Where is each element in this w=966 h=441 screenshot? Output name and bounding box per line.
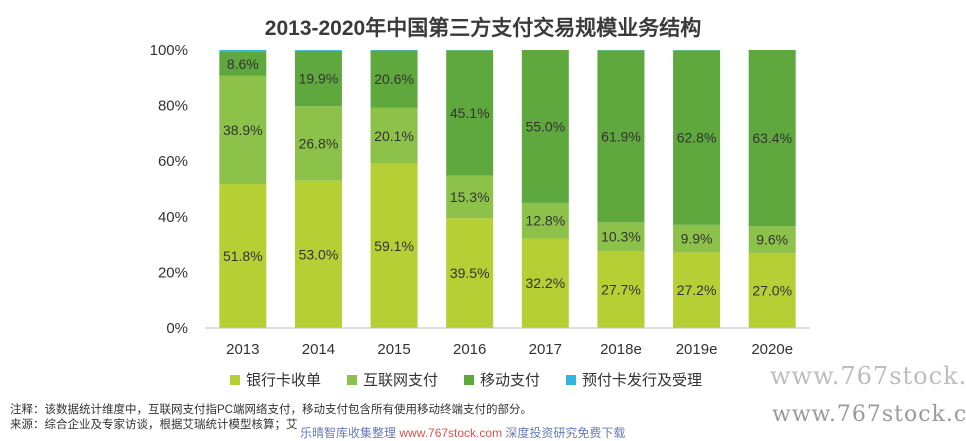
legend-swatch bbox=[230, 375, 240, 385]
x-tick-label: 2015 bbox=[377, 341, 410, 358]
data-label: 55.0% bbox=[525, 118, 565, 134]
x-tick-label: 2020e bbox=[751, 341, 793, 358]
watermark-url: www.767stock.com bbox=[399, 426, 502, 440]
data-label: 27.7% bbox=[601, 281, 641, 297]
bar-segment bbox=[295, 50, 342, 51]
y-tick-label: 60% bbox=[158, 153, 188, 170]
y-tick-label: 40% bbox=[158, 209, 188, 226]
watermark-text: 深度投资研究免费下载 bbox=[505, 426, 625, 440]
data-label: 27.0% bbox=[752, 282, 792, 298]
data-label: 20.1% bbox=[374, 128, 414, 144]
y-tick-label: 100% bbox=[150, 42, 188, 59]
y-tick-label: 80% bbox=[158, 98, 188, 115]
data-label: 62.8% bbox=[677, 130, 717, 146]
legend-label: 预付卡发行及受理 bbox=[582, 369, 702, 390]
legend-item-mobile[interactable]: 移动支付 bbox=[464, 369, 540, 390]
data-label: 59.1% bbox=[374, 238, 414, 254]
data-label: 20.6% bbox=[374, 71, 414, 87]
data-label: 45.1% bbox=[450, 105, 490, 121]
legend: 银行卡收单 互联网支付 移动支付 预付卡发行及受理 bbox=[230, 369, 702, 390]
legend-item-internet[interactable]: 互联网支付 bbox=[347, 369, 438, 390]
data-label: 51.8% bbox=[223, 248, 263, 264]
watermark: www.767stock.c bbox=[770, 362, 966, 390]
data-label: 15.3% bbox=[450, 189, 490, 205]
x-tick-label: 2017 bbox=[529, 341, 562, 358]
y-tick-label: 0% bbox=[166, 320, 188, 337]
data-label: 9.6% bbox=[756, 232, 788, 248]
data-label: 63.4% bbox=[752, 130, 792, 146]
x-tick-label: 2014 bbox=[302, 341, 335, 358]
data-label: 9.9% bbox=[681, 231, 713, 247]
x-tick-label: 2018e bbox=[600, 341, 642, 358]
legend-label: 互联网支付 bbox=[363, 369, 438, 390]
watermark-text: 乐晴智库收集整理 bbox=[300, 426, 396, 440]
data-label: 27.2% bbox=[677, 282, 717, 298]
data-label: 8.6% bbox=[227, 56, 259, 72]
legend-item-prepaid[interactable]: 预付卡发行及受理 bbox=[566, 369, 702, 390]
legend-label: 银行卡收单 bbox=[246, 369, 321, 390]
bar-segment bbox=[371, 50, 418, 51]
legend-label: 移动支付 bbox=[480, 369, 540, 390]
data-label: 38.9% bbox=[223, 122, 263, 138]
data-label: 10.3% bbox=[601, 229, 641, 245]
data-label: 32.2% bbox=[525, 275, 565, 291]
x-tick-label: 2013 bbox=[226, 341, 259, 358]
data-label: 26.8% bbox=[299, 135, 339, 151]
data-label: 61.9% bbox=[601, 128, 641, 144]
legend-swatch bbox=[566, 375, 576, 385]
legend-swatch bbox=[464, 375, 474, 385]
data-label: 39.5% bbox=[450, 265, 490, 281]
data-label: 12.8% bbox=[525, 213, 565, 229]
legend-swatch bbox=[347, 375, 357, 385]
bar-segment bbox=[219, 50, 266, 52]
x-tick-label: 2019e bbox=[676, 341, 718, 358]
legend-item-bank-card[interactable]: 银行卡收单 bbox=[230, 369, 321, 390]
watermark-banner: 乐晴智库收集整理 www.767stock.com 深度投资研究免费下载 bbox=[300, 424, 625, 441]
data-label: 19.9% bbox=[299, 70, 339, 86]
y-tick-label: 20% bbox=[158, 264, 188, 281]
x-tick-label: 2016 bbox=[453, 341, 486, 358]
note-line: 注释：该数据统计维度中，互联网支付指PC端网络支付，移动支付包含所有使用移动终端… bbox=[10, 403, 532, 418]
data-label: 53.0% bbox=[299, 246, 339, 262]
watermark: www.767stock.com bbox=[772, 402, 966, 427]
